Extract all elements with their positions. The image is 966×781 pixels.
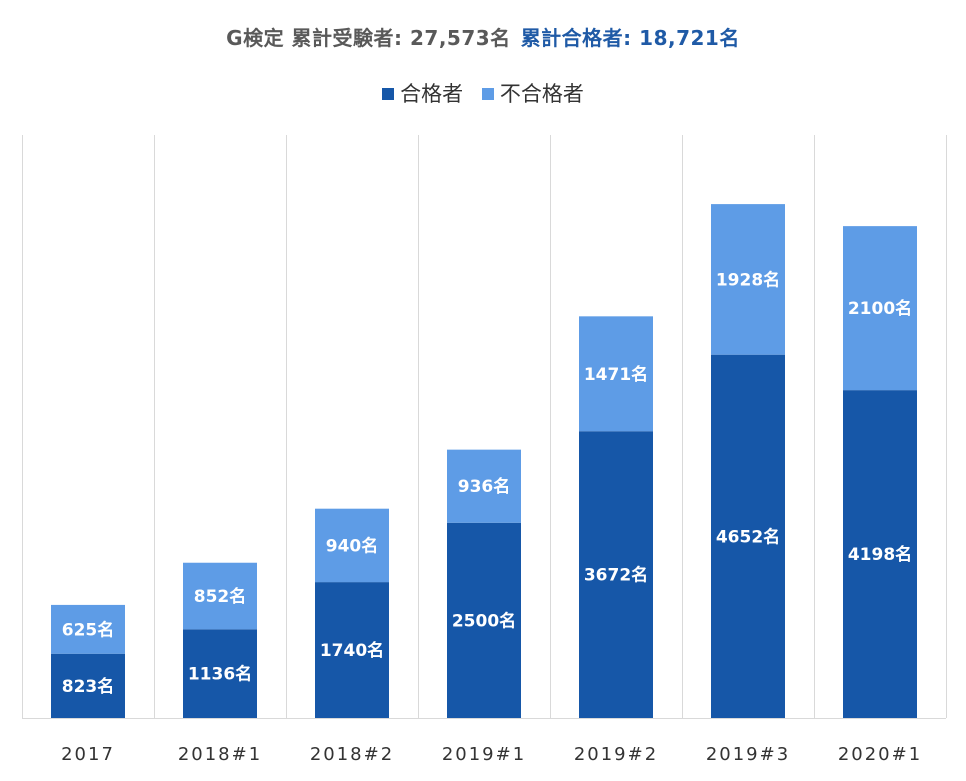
legend-item-failed: 不合格者 xyxy=(481,78,584,108)
bar-passed xyxy=(315,582,389,718)
bar-failed xyxy=(711,204,785,355)
value-label-failed: 625名 xyxy=(62,619,115,640)
title-total-examinees: G検定 累計受験者: 27,573名 xyxy=(226,26,511,50)
bar-failed xyxy=(843,226,917,391)
value-label-passed: 4198名 xyxy=(848,544,912,565)
value-label-passed: 1136名 xyxy=(188,664,252,685)
value-label-passed: 4652名 xyxy=(716,526,780,547)
legend-swatch-passed xyxy=(382,88,395,100)
value-label-passed: 3672名 xyxy=(584,565,648,586)
value-label-failed: 1928名 xyxy=(716,269,780,290)
category-label: 2019#3 xyxy=(706,744,790,765)
category-label: 2020#1 xyxy=(838,744,922,765)
category-label: 2018#1 xyxy=(178,744,262,765)
category-label: 2017 xyxy=(61,744,115,765)
value-label-failed: 852名 xyxy=(194,586,247,607)
legend-label-failed: 不合格者 xyxy=(499,82,584,106)
bar-passed xyxy=(843,390,917,718)
bar-passed xyxy=(579,431,653,718)
legend-label-passed: 合格者 xyxy=(400,82,464,106)
value-label-failed: 940名 xyxy=(326,535,379,556)
bar-passed xyxy=(447,522,521,718)
bar-passed xyxy=(711,354,785,718)
bar-failed xyxy=(51,604,125,654)
bar-failed xyxy=(447,449,521,523)
category-label: 2018#2 xyxy=(310,744,394,765)
chart-title: G検定 累計受験者: 27,573名 累計合格者: 18,721名 xyxy=(0,22,966,51)
category-label: 2019#2 xyxy=(574,744,658,765)
value-label-failed: 2100名 xyxy=(848,298,912,319)
value-label-failed: 936名 xyxy=(458,476,511,497)
bar-passed xyxy=(51,653,125,718)
value-label-passed: 1740名 xyxy=(320,640,384,661)
value-label-failed: 1471名 xyxy=(584,364,648,385)
bar-failed xyxy=(579,316,653,432)
bar-failed xyxy=(183,562,257,630)
bar-failed xyxy=(315,508,389,583)
category-label: 2019#1 xyxy=(442,744,526,765)
value-label-passed: 823名 xyxy=(62,676,115,697)
legend-swatch-failed xyxy=(481,88,494,100)
value-label-passed: 2500名 xyxy=(452,610,516,631)
bar-passed xyxy=(183,629,257,718)
title-total-passed: 累計合格者: 18,721名 xyxy=(520,26,740,50)
chart-legend: 合格者 不合格者 xyxy=(0,78,966,108)
legend-item-passed: 合格者 xyxy=(382,78,463,108)
